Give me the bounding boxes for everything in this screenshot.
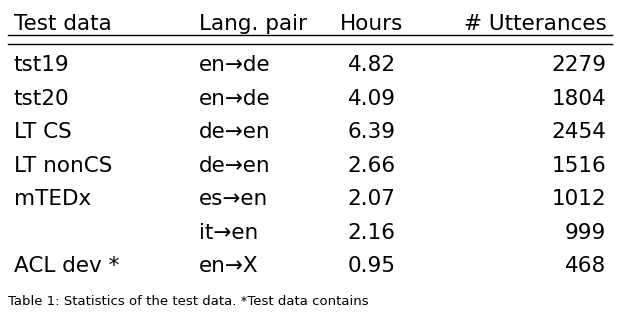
Text: it→en: it→en [199,223,258,243]
Text: 2.07: 2.07 [348,189,396,209]
Text: mTEDx: mTEDx [14,189,91,209]
Text: de→en: de→en [199,122,270,142]
Text: Hours: Hours [340,14,404,34]
Text: ACL dev *: ACL dev * [14,256,119,276]
Text: tst20: tst20 [14,89,69,109]
Text: 2454: 2454 [551,122,606,142]
Text: tst19: tst19 [14,55,69,75]
Text: 999: 999 [565,223,606,243]
Text: 2.16: 2.16 [348,223,396,243]
Text: LT nonCS: LT nonCS [14,156,112,176]
Text: 0.95: 0.95 [348,256,396,276]
Text: es→en: es→en [199,189,268,209]
Text: LT CS: LT CS [14,122,71,142]
Text: de→en: de→en [199,156,270,176]
Text: # Utterances: # Utterances [464,14,606,34]
Text: 1012: 1012 [552,189,606,209]
Text: 4.09: 4.09 [348,89,396,109]
Text: en→de: en→de [199,55,270,75]
Text: 4.82: 4.82 [348,55,396,75]
Text: 1516: 1516 [552,156,606,176]
Text: 468: 468 [565,256,606,276]
Text: Table 1: Statistics of the test data. *Test data contains: Table 1: Statistics of the test data. *T… [7,295,368,308]
Text: 2.66: 2.66 [348,156,396,176]
Text: Lang. pair: Lang. pair [199,14,307,34]
Text: 6.39: 6.39 [348,122,396,142]
Text: 1804: 1804 [552,89,606,109]
Text: Test data: Test data [14,14,112,34]
Text: en→de: en→de [199,89,270,109]
Text: 2279: 2279 [551,55,606,75]
Text: en→X: en→X [199,256,259,276]
